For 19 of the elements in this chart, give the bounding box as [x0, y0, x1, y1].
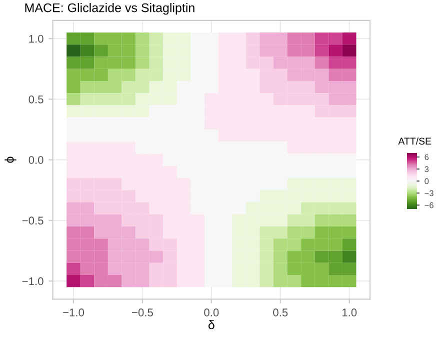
- x-tick-label: 0.5: [273, 308, 288, 316]
- color-bar-label: 6: [424, 154, 429, 160]
- x-tick-label: 0.0: [204, 308, 219, 316]
- y-tick-label: 1.0: [29, 34, 44, 43]
- y-tick-label: 0.0: [28, 156, 44, 164]
- chart-title: MACE: Gliclazide vs Sitagliptin: [25, 3, 194, 15]
- y-tick-label: −0.5: [22, 216, 44, 225]
- color-bar-label: −6: [424, 202, 434, 208]
- x-tick-label: −1.0: [63, 308, 84, 316]
- y-axis-title: ϕ: [4, 156, 16, 163]
- color-bar-label: −3: [424, 190, 434, 196]
- color-bar-label: 0: [424, 178, 429, 184]
- y-tick-label: 0.5: [28, 95, 44, 104]
- x-axis-title: δ: [208, 320, 214, 330]
- color-bar-title: ATT/SE: [398, 137, 432, 145]
- x-tick-label: 1.0: [342, 308, 357, 316]
- y-tick-label: −1.0: [22, 277, 44, 286]
- color-bar-label: 3: [424, 166, 429, 172]
- x-tick-label: −0.5: [132, 308, 153, 316]
